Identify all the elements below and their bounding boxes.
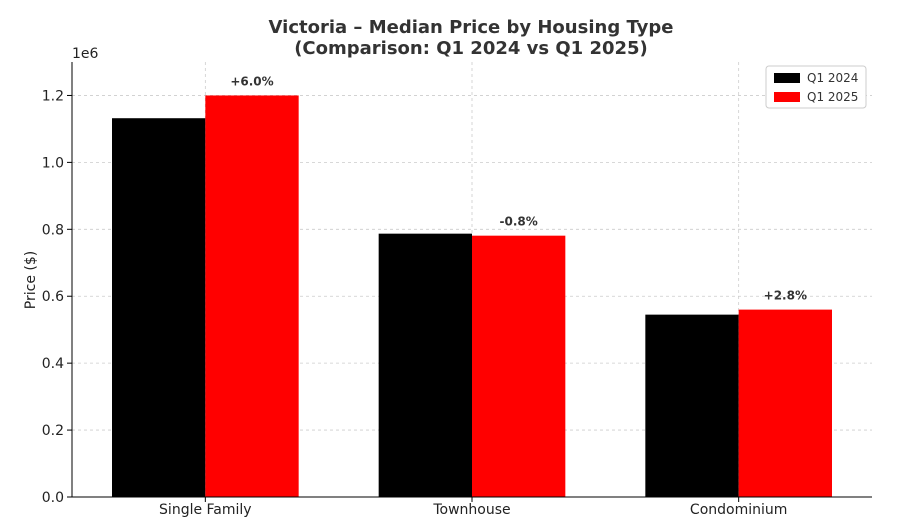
bars <box>112 95 832 497</box>
y-tick-label: 0.8 <box>42 222 64 238</box>
bar-q1-2024-condominium <box>645 314 739 497</box>
x-tick-label: Condominium <box>690 502 787 518</box>
y-tick-label: 0.2 <box>42 423 64 439</box>
x-tick-label: Single Family <box>159 502 252 518</box>
chart-subtitle: (Comparison: Q1 2024 vs Q1 2025) <box>294 38 648 59</box>
legend: Q1 2024 Q1 2025 <box>765 65 867 109</box>
tick-labels: 0.0 0.2 0.4 0.6 0.8 1.0 1.2 Single Family Townho… <box>42 88 788 518</box>
y-tick-label: 0.4 <box>42 356 64 372</box>
y-tick-label: 0.6 <box>42 289 64 305</box>
y-tick-label: 0.0 <box>42 490 64 506</box>
bar-q1-2024-single-family <box>112 118 206 497</box>
y-tick-label: 1.2 <box>42 88 64 104</box>
legend-swatch-q1-2025 <box>774 92 800 102</box>
x-tick-label: Townhouse <box>432 502 510 518</box>
change-annotation: -0.8% <box>500 215 538 229</box>
bar-q1-2024-townhouse <box>378 233 472 497</box>
bar-q1-2025-condominium <box>738 309 832 497</box>
legend-swatch-q1-2024 <box>774 73 800 83</box>
change-annotation: +6.0% <box>230 74 273 88</box>
bar-q1-2025-single-family <box>205 95 299 497</box>
data-labels: +6.0% -0.8% +2.8% <box>230 74 807 302</box>
bar-q1-2025-townhouse <box>472 235 566 497</box>
y-axis-label: Price ($) <box>23 251 39 309</box>
y-axis-offset-label: 1e6 <box>72 46 99 62</box>
change-annotation: +2.8% <box>764 289 807 303</box>
legend-label-q1-2025: Q1 2025 <box>807 90 858 104</box>
y-tick-label: 1.0 <box>42 155 64 171</box>
legend-label-q1-2024: Q1 2024 <box>807 71 858 85</box>
chart-title: Victoria – Median Price by Housing Type <box>269 17 674 38</box>
